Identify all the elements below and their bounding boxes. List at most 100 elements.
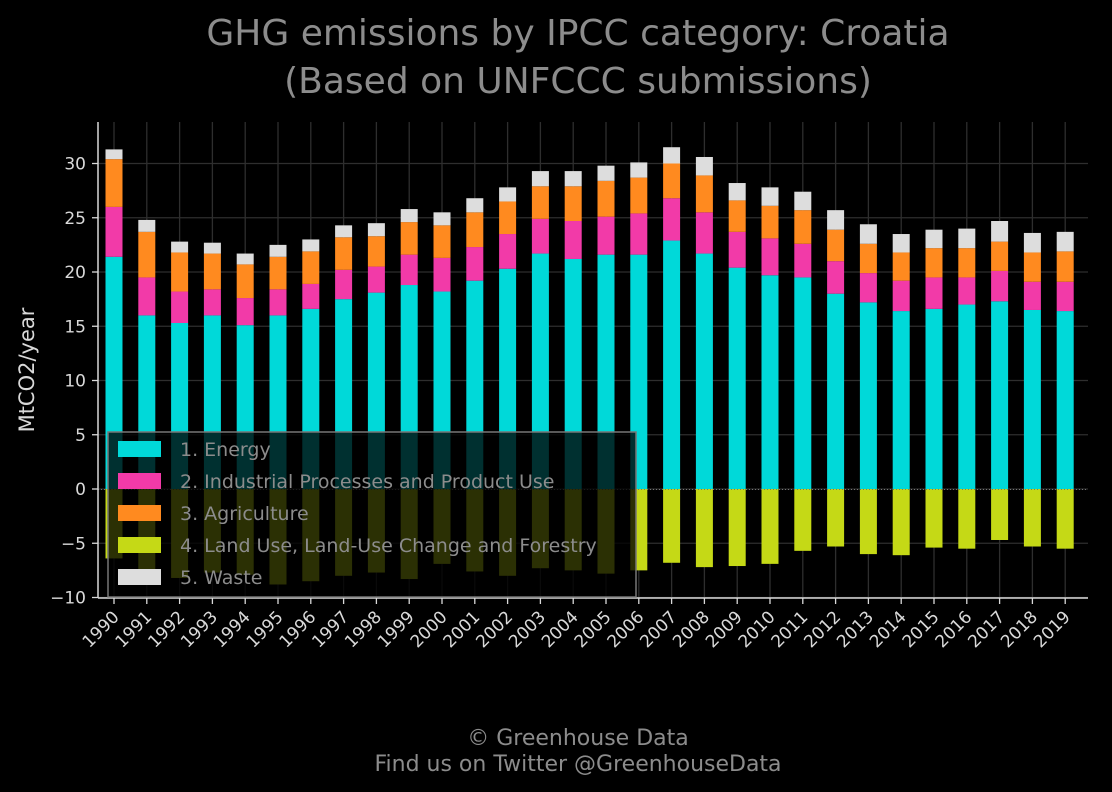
bar-segment-2006-s2 — [630, 213, 648, 255]
bar-segment-1994-s3 — [236, 264, 254, 299]
x-tick-label: 1997 — [308, 607, 353, 652]
x-tick-label: 2006 — [604, 607, 649, 652]
bar-segment-2013-s1 — [859, 302, 877, 489]
bar-segment-2013-s3 — [859, 243, 877, 274]
x-tick-label: 2012 — [800, 607, 845, 652]
x-tick-label: 2009 — [702, 607, 747, 652]
bar-segment-1994-s5 — [236, 253, 254, 265]
bar-segment-2007-s2 — [663, 198, 681, 241]
bar-segment-2019-s3 — [1056, 251, 1074, 282]
x-tick-label: 2017 — [964, 607, 1009, 652]
bar-segment-1995-s2 — [269, 289, 287, 316]
x-tick-label: 2003 — [505, 607, 550, 652]
y-tick-label: 20 — [64, 263, 86, 283]
legend-swatch — [118, 537, 161, 553]
bar-segment-2008-s4 — [695, 489, 713, 568]
legend-swatch — [118, 473, 161, 489]
bar-segment-2003-s2 — [531, 218, 549, 254]
bar-segment-1993-s2 — [203, 289, 221, 316]
axes — [97, 122, 1088, 599]
bar-segment-2013-s4 — [859, 489, 877, 555]
bar-segment-2013-s2 — [859, 273, 877, 303]
y-tick-label: 25 — [64, 209, 86, 229]
bar-segment-1995-s5 — [269, 244, 287, 257]
x-ticks: 1990199119921993199419951996199719981999… — [79, 598, 1075, 652]
x-tick-label: 1991 — [112, 607, 157, 652]
bar-segment-2004-s3 — [564, 186, 582, 222]
x-tick-label: 2005 — [571, 607, 616, 652]
bar-segment-2011-s5 — [794, 191, 812, 211]
bar-segment-2010-s4 — [761, 489, 779, 564]
x-tick-label: 2019 — [1030, 607, 1075, 652]
y-tick-label: −5 — [61, 534, 86, 554]
legend: 1. Energy 2. Industrial Processes and Pro… — [107, 431, 637, 598]
bar-segment-2012-s1 — [827, 293, 845, 489]
bar-segment-2018-s5 — [1023, 232, 1041, 253]
bar-segment-2000-s2 — [433, 257, 451, 292]
bar-segment-1997-s5 — [335, 225, 353, 238]
bar-segment-1996-s2 — [302, 283, 320, 309]
bar-segment-2012-s2 — [827, 261, 845, 294]
chart-title-line2: (Based on UNFCCC submissions) — [284, 61, 872, 102]
y-tick-label: 30 — [64, 155, 86, 175]
bar-segment-1997-s2 — [335, 269, 353, 300]
bar-segment-2008-s5 — [695, 156, 713, 176]
bar-segment-2016-s1 — [958, 304, 976, 489]
x-tick-label: 2013 — [833, 607, 878, 652]
x-tick-label: 2004 — [538, 607, 583, 652]
bar-segment-2018-s2 — [1023, 281, 1041, 310]
bar-segment-2009-s4 — [728, 489, 746, 567]
bar-segment-2002-s3 — [499, 201, 517, 235]
bar-segment-1992-s5 — [171, 241, 189, 253]
x-tick-label: 2015 — [899, 607, 944, 652]
bar-segment-2014-s1 — [892, 311, 910, 489]
bar-segment-1996-s3 — [302, 251, 320, 284]
bar-segment-2007-s4 — [663, 489, 681, 563]
legend-label: 1. Energy — [180, 439, 271, 461]
bar-segment-2005-s3 — [597, 180, 615, 217]
x-tick-label: 2002 — [472, 607, 517, 652]
bar-segment-2006-s3 — [630, 177, 648, 214]
bar-segment-2000-s5 — [433, 212, 451, 226]
bar-segment-2008-s3 — [695, 175, 713, 213]
legend-label: 2. Industrial Processes and Product Use — [180, 471, 554, 493]
bar-segment-2012-s3 — [827, 229, 845, 262]
bar-segment-1998-s5 — [367, 223, 385, 237]
bar-segment-2014-s5 — [892, 234, 910, 253]
bar-segment-2003-s3 — [531, 186, 549, 219]
bar-segment-2016-s2 — [958, 277, 976, 305]
bar-segment-2019-s1 — [1056, 311, 1074, 489]
bar-segment-2018-s3 — [1023, 252, 1041, 282]
bar-segment-1993-s5 — [203, 242, 221, 254]
y-tick-label: 15 — [64, 317, 86, 337]
y-axis-label: MtCO2/year — [15, 307, 39, 432]
bar-segment-1990-s2 — [105, 206, 123, 257]
x-tick-label: 2014 — [866, 607, 911, 652]
bar-segment-1990-s1 — [105, 256, 123, 489]
y-tick-label: −10 — [50, 589, 86, 609]
bar-segment-2012-s5 — [827, 210, 845, 230]
bar-segment-2004-s2 — [564, 221, 582, 259]
bar-segment-2011-s3 — [794, 210, 812, 244]
bar-segment-1995-s3 — [269, 256, 287, 290]
bar-segment-2017-s4 — [991, 489, 1009, 540]
x-tick-label: 1994 — [210, 607, 255, 652]
bar-segment-2014-s4 — [892, 489, 910, 556]
x-tick-label: 2000 — [407, 607, 452, 652]
bar-segment-2010-s2 — [761, 238, 779, 276]
bar-segment-2017-s3 — [991, 241, 1009, 271]
bar-segment-2015-s2 — [925, 277, 943, 309]
bar-segment-2008-s2 — [695, 212, 713, 254]
bar-segment-2015-s4 — [925, 489, 943, 548]
bar-segment-2019-s2 — [1056, 281, 1074, 312]
bar-segment-1998-s2 — [367, 266, 385, 293]
legend-label: 4. Land Use, Land-Use Change and Forestr… — [180, 535, 597, 557]
x-tick-label: 1998 — [341, 607, 386, 652]
bar-segment-2015-s1 — [925, 308, 943, 489]
y-tick-label: 0 — [75, 480, 86, 500]
bar-segment-2009-s5 — [728, 183, 746, 201]
x-tick-label: 2016 — [932, 607, 977, 652]
bar-segment-1998-s3 — [367, 236, 385, 267]
bar-segment-2009-s3 — [728, 200, 746, 232]
bar-segment-2018-s4 — [1023, 489, 1041, 547]
